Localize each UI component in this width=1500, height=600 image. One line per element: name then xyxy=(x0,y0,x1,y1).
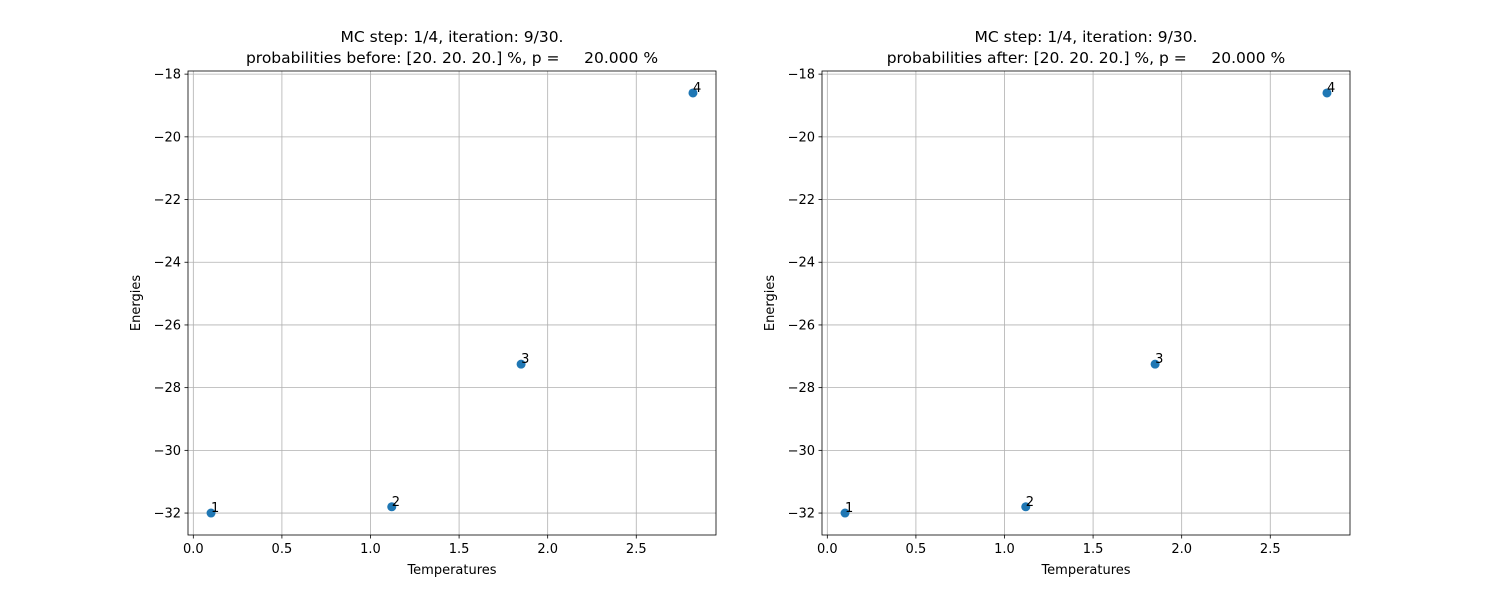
x-tick-label: 1.0 xyxy=(994,542,1015,557)
chart-title-line: probabilities after: [20. 20. 20.] %, p … xyxy=(887,49,1286,67)
x-tick-label: 1.0 xyxy=(360,542,381,557)
data-point xyxy=(1021,502,1031,512)
data-point xyxy=(688,88,698,98)
x-tick-label: 2.0 xyxy=(1171,542,1192,557)
axes-frame xyxy=(821,70,1351,536)
x-tick-label: 0.0 xyxy=(183,542,204,557)
point-label: 4 xyxy=(1327,81,1335,96)
y-tick-label: −24 xyxy=(788,256,815,271)
x-tick-label: 2.5 xyxy=(1260,542,1281,557)
y-tick-label: −30 xyxy=(788,444,815,459)
x-tick-label: 2.5 xyxy=(626,542,647,557)
y-tick-label: −24 xyxy=(154,256,181,271)
y-tick-label: −26 xyxy=(154,318,181,333)
chart-title-line: MC step: 1/4, iteration: 9/30. xyxy=(975,28,1198,46)
x-tick-label: 0.5 xyxy=(906,542,927,557)
y-tick-label: −26 xyxy=(788,318,815,333)
y-tick-label: −20 xyxy=(788,130,815,145)
point-label: 3 xyxy=(521,352,529,367)
y-axis-label: Energies xyxy=(129,275,144,331)
x-tick-label: 0.0 xyxy=(817,542,838,557)
y-tick-label: −32 xyxy=(788,507,815,522)
data-point xyxy=(840,508,850,518)
y-tick-label: −32 xyxy=(154,507,181,522)
y-tick-label: −18 xyxy=(788,68,815,83)
data-point xyxy=(1322,88,1332,98)
chart-title-line: MC step: 1/4, iteration: 9/30. xyxy=(341,28,564,46)
point-label: 1 xyxy=(845,501,853,516)
data-point xyxy=(516,359,526,369)
chart-1: 0.0 0.5 1.0 1.5 2.0 2.5 −32 −30 −28 −26 −24 −22 −20 −… xyxy=(129,28,717,578)
x-tick-label: 2.0 xyxy=(537,542,558,557)
y-axis-label: Energies xyxy=(763,275,778,331)
x-axis-label: Temperatures xyxy=(1040,563,1130,578)
x-tick-label: 1.5 xyxy=(449,542,470,557)
x-tick-label: 1.5 xyxy=(1083,542,1104,557)
data-point xyxy=(1150,359,1160,369)
y-tick-label: −20 xyxy=(154,130,181,145)
point-label: 2 xyxy=(1026,495,1034,510)
point-label: 2 xyxy=(392,495,400,510)
chart-title-line: probabilities before: [20. 20. 20.] %, p… xyxy=(246,49,658,67)
point-label: 4 xyxy=(693,81,701,96)
chart-2: 0.0 0.5 1.0 1.5 2.0 2.5 −32 −30 −28 −26 −24 −22 −20 −… xyxy=(763,28,1351,578)
point-label: 1 xyxy=(211,501,219,516)
y-tick-label: −28 xyxy=(788,381,815,396)
data-point xyxy=(206,508,216,518)
axes-frame xyxy=(187,70,717,536)
y-tick-label: −22 xyxy=(154,193,181,208)
y-tick-label: −18 xyxy=(154,68,181,83)
x-axis-label: Temperatures xyxy=(406,563,496,578)
y-tick-label: −28 xyxy=(154,381,181,396)
y-tick-label: −22 xyxy=(788,193,815,208)
data-point xyxy=(387,502,397,512)
point-label: 3 xyxy=(1155,352,1163,367)
x-tick-label: 0.5 xyxy=(272,542,293,557)
y-tick-label: −30 xyxy=(154,444,181,459)
